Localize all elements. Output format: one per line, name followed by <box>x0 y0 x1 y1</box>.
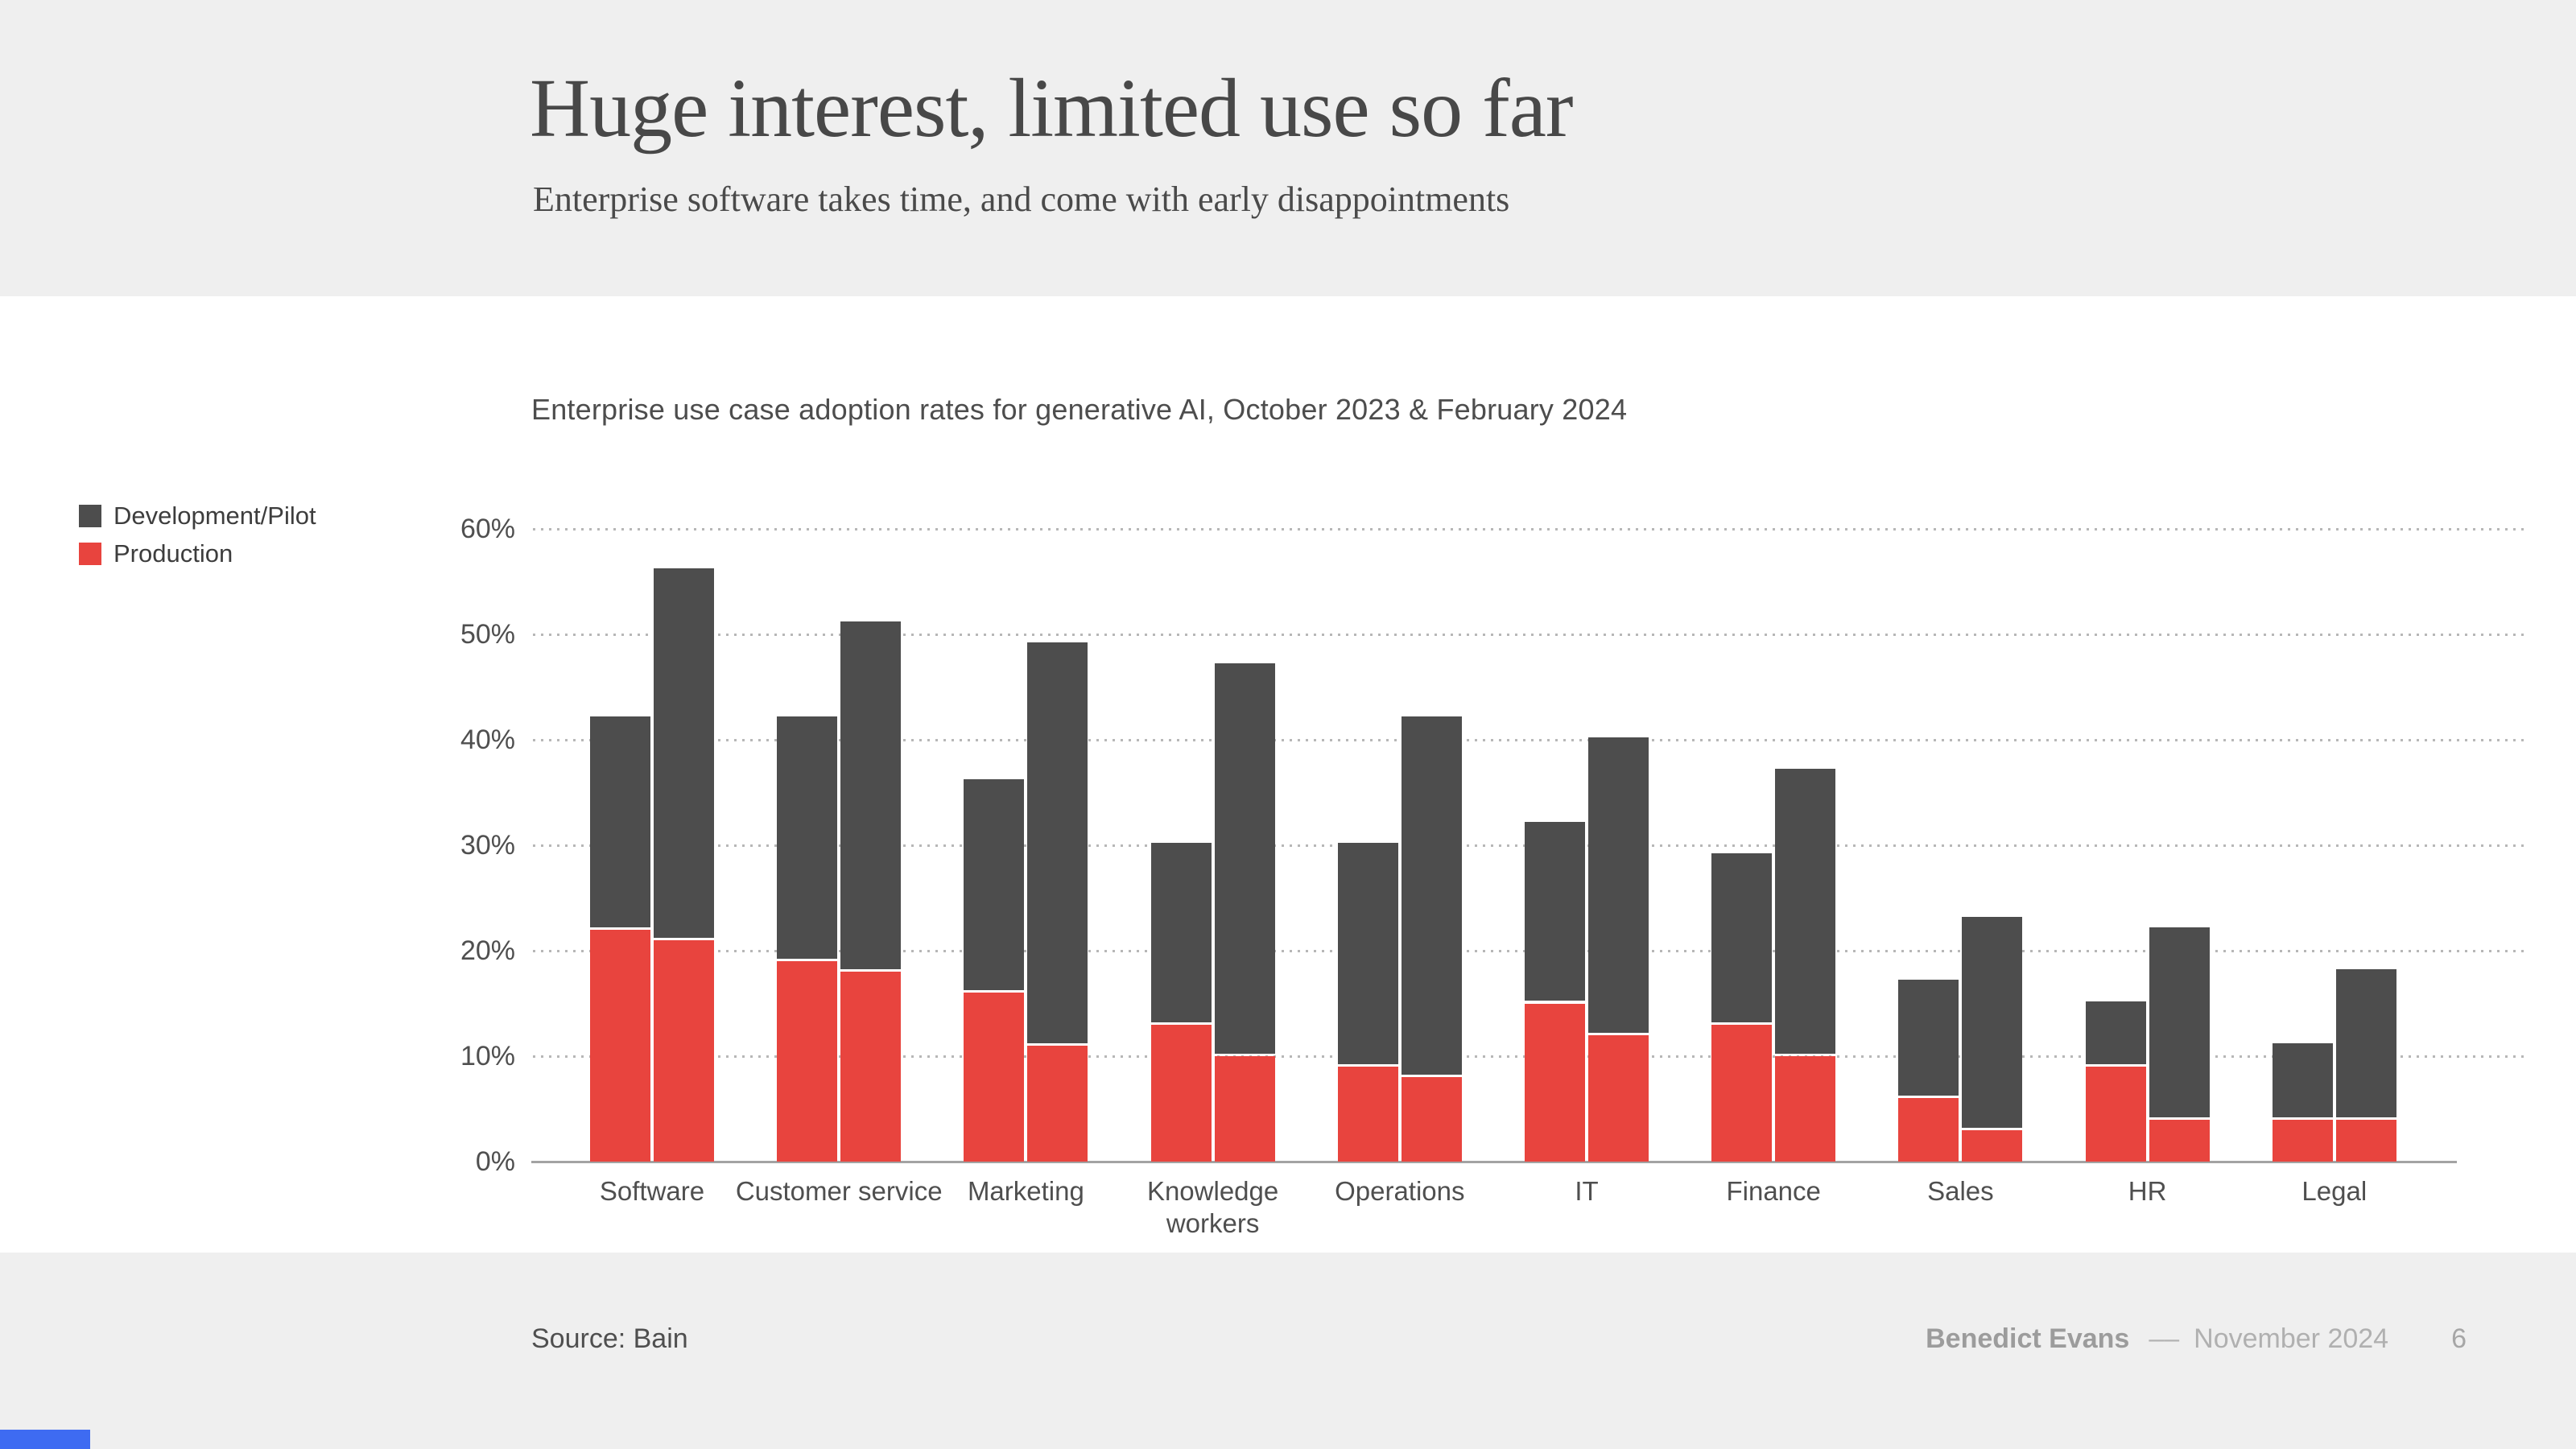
bar-production-october-2023 <box>1711 1024 1773 1162</box>
bar-production-february-2024 <box>1027 1045 1088 1162</box>
bar-development-pilot-february-2024 <box>2335 969 2396 1117</box>
bar-production-october-2023 <box>1898 1098 1959 1162</box>
bar-development-pilot-october-2023 <box>964 779 1025 991</box>
bar-production-february-2024 <box>2149 1119 2210 1162</box>
bar-production-february-2024 <box>1401 1077 1462 1162</box>
bar-development-pilot-october-2023 <box>1711 853 1773 1022</box>
bar-development-pilot-february-2024 <box>654 568 714 938</box>
bar-development-pilot-october-2023 <box>777 716 838 960</box>
category-label: Marketing <box>967 1176 1084 1206</box>
bar-production-october-2023 <box>1150 1024 1212 1162</box>
bar-development-pilot-february-2024 <box>1214 663 1275 1054</box>
bar-production-february-2024 <box>1775 1056 1836 1162</box>
x-axis-line <box>531 1161 2457 1163</box>
category-label: Operations <box>1335 1176 1465 1206</box>
bar-development-pilot-february-2024 <box>1962 916 2023 1128</box>
bar-production-february-2024 <box>1962 1129 2023 1162</box>
header-band <box>0 0 2576 296</box>
gridline-60pct <box>533 528 2528 530</box>
bar-development-pilot-february-2024 <box>840 621 902 970</box>
y-axis-tick-label: 50% <box>460 619 515 650</box>
page-title: Huge interest, limited use so far <box>530 62 1574 155</box>
category-label: Knowledge workers <box>1146 1176 1279 1239</box>
source-note: Source: Bain <box>531 1323 688 1354</box>
bar-development-pilot-october-2023 <box>1337 843 1398 1065</box>
bar-production-february-2024 <box>1214 1056 1275 1162</box>
y-axis-tick-label: 30% <box>460 830 515 861</box>
legend-swatch-production <box>79 543 101 566</box>
bar-production-october-2023 <box>2085 1067 2146 1162</box>
bar-development-pilot-february-2024 <box>1027 642 1088 1043</box>
y-axis-tick-label: 20% <box>460 935 515 966</box>
footer-band <box>0 1253 2576 1449</box>
legend-item-production: Production <box>79 539 316 568</box>
y-axis-tick-label: 0% <box>475 1146 515 1177</box>
bar-production-february-2024 <box>840 972 902 1162</box>
bar-production-october-2023 <box>590 929 650 1162</box>
bar-production-february-2024 <box>654 939 714 1162</box>
bar-development-pilot-october-2023 <box>2085 1001 2146 1065</box>
category-label: Software <box>599 1176 705 1206</box>
bar-development-pilot-february-2024 <box>1401 716 1462 1075</box>
legend-swatch-development-pilot <box>79 505 101 528</box>
slide-progress-indicator <box>0 1430 90 1449</box>
footer-date: November 2024 <box>2194 1323 2389 1354</box>
y-axis-tick-label: 60% <box>460 514 515 544</box>
bar-development-pilot-october-2023 <box>2272 1042 2333 1117</box>
bar-development-pilot-october-2023 <box>1898 980 1959 1096</box>
bar-development-pilot-october-2023 <box>590 716 650 927</box>
legend-item-development-pilot: Development/Pilot <box>79 502 316 530</box>
footer-author: Benedict Evans <box>1926 1323 2130 1354</box>
category-label: HR <box>2128 1176 2167 1206</box>
gridline-50pct <box>533 634 2528 636</box>
footer-credits: Benedict Evans –– November 2024 6 <box>1926 1323 2467 1355</box>
gridline-10pct <box>533 1055 2528 1058</box>
bar-production-october-2023 <box>964 993 1025 1162</box>
legend-label: Production <box>114 539 233 568</box>
bar-production-february-2024 <box>1588 1034 1649 1162</box>
category-label: Legal <box>2301 1176 2368 1206</box>
bar-development-pilot-february-2024 <box>1588 737 1649 1033</box>
category-label: Customer service <box>735 1176 943 1206</box>
bar-production-october-2023 <box>1525 1003 1585 1162</box>
bar-production-october-2023 <box>1337 1067 1398 1162</box>
footer-dash: –– <box>2149 1323 2180 1354</box>
gridline-20pct <box>533 950 2528 952</box>
gridline-40pct <box>533 739 2528 741</box>
legend-label: Development/Pilot <box>114 502 316 530</box>
y-axis-tick-label: 40% <box>460 724 515 755</box>
bar-development-pilot-october-2023 <box>1525 821 1585 1001</box>
category-label: Sales <box>1927 1176 1994 1206</box>
category-label: Finance <box>1726 1176 1821 1206</box>
page-number: 6 <box>2451 1323 2467 1354</box>
bar-development-pilot-october-2023 <box>1150 843 1212 1022</box>
gridline-30pct <box>533 844 2528 847</box>
y-axis-tick-label: 10% <box>460 1041 515 1071</box>
page-subtitle: Enterprise software takes time, and come… <box>533 180 1510 219</box>
bar-development-pilot-february-2024 <box>2149 927 2210 1117</box>
category-label: IT <box>1575 1176 1599 1206</box>
bar-development-pilot-february-2024 <box>1775 769 1836 1054</box>
chart-title: Enterprise use case adoption rates for g… <box>531 393 1628 426</box>
bar-production-october-2023 <box>777 961 838 1162</box>
bar-production-february-2024 <box>2335 1119 2396 1162</box>
bar-production-october-2023 <box>2272 1119 2333 1162</box>
chart-legend: Development/Pilot Production <box>79 502 316 578</box>
